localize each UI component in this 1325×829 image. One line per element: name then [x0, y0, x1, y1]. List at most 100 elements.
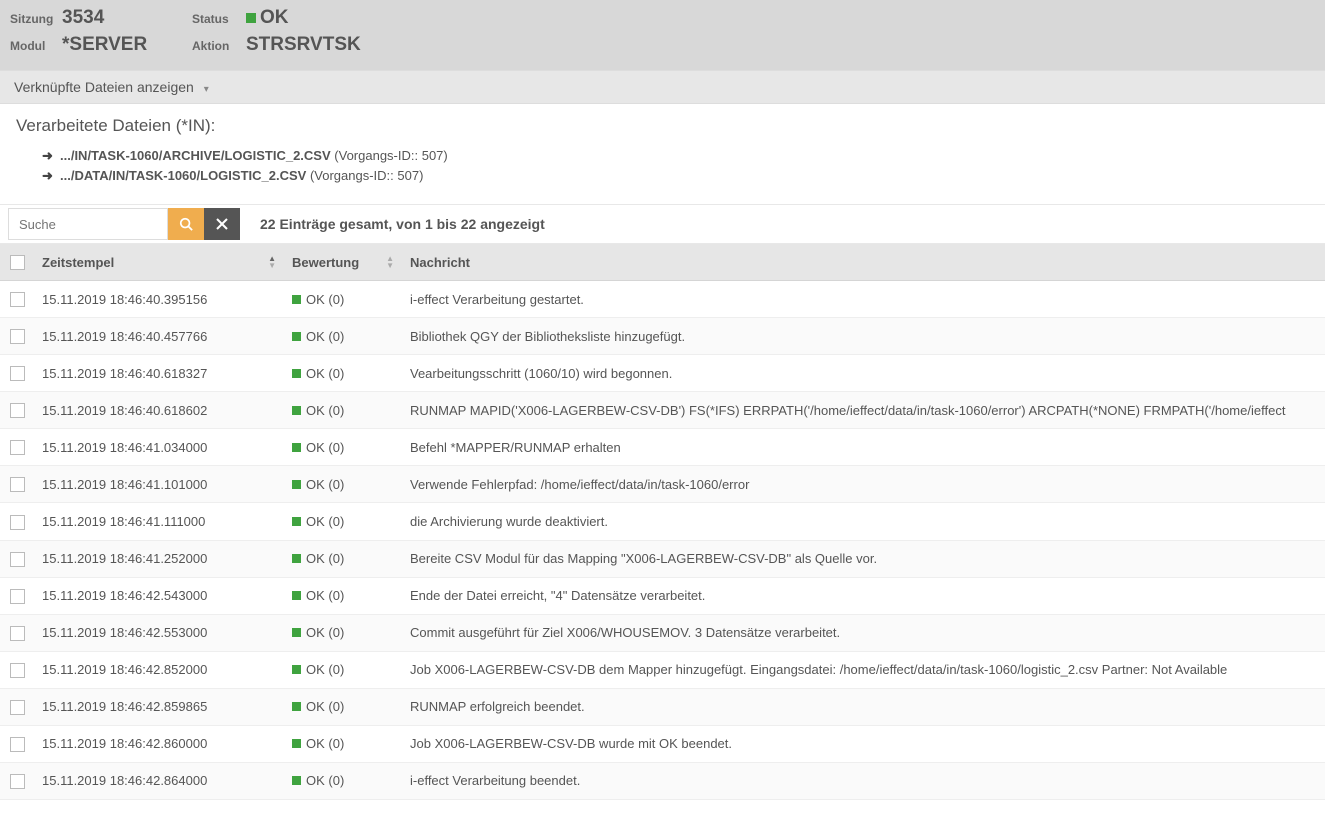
checkbox-icon	[10, 403, 25, 418]
search-input[interactable]	[8, 208, 168, 240]
clear-search-button[interactable]	[204, 208, 240, 240]
chevron-down-icon: ▾	[204, 84, 209, 95]
file-path: .../DATA/IN/TASK-1060/LOGISTIC_2.CSV	[60, 168, 306, 183]
table-row[interactable]: 15.11.2019 18:46:42.553000OK (0)Commit a…	[0, 614, 1325, 651]
status-ok-icon	[292, 702, 301, 711]
row-checkbox[interactable]	[0, 392, 34, 429]
file-meta: (Vorgangs-ID:: 507)	[334, 148, 447, 163]
row-checkbox[interactable]	[0, 281, 34, 318]
close-icon	[216, 218, 228, 230]
table-row[interactable]: 15.11.2019 18:46:41.252000OK (0)Bereite …	[0, 540, 1325, 577]
cell-timestamp: 15.11.2019 18:46:42.859865	[34, 688, 284, 725]
row-checkbox[interactable]	[0, 429, 34, 466]
cell-rating: OK (0)	[284, 429, 402, 466]
modul-label: Modul	[10, 33, 62, 53]
cell-rating: OK (0)	[284, 540, 402, 577]
checkbox-icon	[10, 626, 25, 641]
table-row[interactable]: 15.11.2019 18:46:42.859865OK (0)RUNMAP e…	[0, 688, 1325, 725]
table-row[interactable]: 15.11.2019 18:46:42.860000OK (0)Job X006…	[0, 725, 1325, 762]
table-row[interactable]: 15.11.2019 18:46:40.395156OK (0)i-effect…	[0, 281, 1325, 318]
status-ok-icon	[292, 480, 301, 489]
col-timestamp[interactable]: Zeitstempel ▲▼	[34, 244, 284, 281]
row-checkbox[interactable]	[0, 466, 34, 503]
checkbox-icon	[10, 737, 25, 752]
status-ok-icon	[292, 739, 301, 748]
file-item[interactable]: ➜.../IN/TASK-1060/ARCHIVE/LOGISTIC_2.CSV…	[16, 146, 1309, 166]
table-row[interactable]: 15.11.2019 18:46:40.618327OK (0)Vearbeit…	[0, 355, 1325, 392]
col-message[interactable]: Nachricht	[402, 244, 1325, 281]
cell-message: Befehl *MAPPER/RUNMAP erhalten	[402, 429, 1325, 466]
table-row[interactable]: 15.11.2019 18:46:42.543000OK (0)Ende der…	[0, 577, 1325, 614]
sitzung-value: 3534	[62, 7, 192, 29]
cell-rating: OK (0)	[284, 392, 402, 429]
status-ok-icon	[292, 554, 301, 563]
row-checkbox[interactable]	[0, 540, 34, 577]
checkbox-icon	[10, 700, 25, 715]
status-ok-icon	[292, 665, 301, 674]
row-checkbox[interactable]	[0, 577, 34, 614]
table-row[interactable]: 15.11.2019 18:46:42.852000OK (0)Job X006…	[0, 651, 1325, 688]
select-all-header[interactable]	[0, 244, 34, 281]
cell-rating: OK (0)	[284, 281, 402, 318]
status-ok-icon	[292, 776, 301, 785]
table-row[interactable]: 15.11.2019 18:46:41.101000OK (0)Verwende…	[0, 466, 1325, 503]
table-row[interactable]: 15.11.2019 18:46:41.034000OK (0)Befehl *…	[0, 429, 1325, 466]
row-checkbox[interactable]	[0, 725, 34, 762]
status-value: OK	[246, 7, 376, 29]
cell-timestamp: 15.11.2019 18:46:41.101000	[34, 466, 284, 503]
status-ok-icon	[246, 13, 256, 23]
cell-message: Bereite CSV Modul für das Mapping "X006-…	[402, 540, 1325, 577]
cell-message: i-effect Verarbeitung beendet.	[402, 762, 1325, 799]
table-row[interactable]: 15.11.2019 18:46:42.864000OK (0)i-effect…	[0, 762, 1325, 799]
search-icon	[179, 217, 193, 231]
row-checkbox[interactable]	[0, 614, 34, 651]
status-label: Status	[192, 6, 246, 26]
col-rating[interactable]: Bewertung ▲▼	[284, 244, 402, 281]
cell-timestamp: 15.11.2019 18:46:40.395156	[34, 281, 284, 318]
checkbox-icon	[10, 292, 25, 307]
cell-timestamp: 15.11.2019 18:46:40.618602	[34, 392, 284, 429]
aktion-value: STRSRVTSK	[246, 34, 361, 56]
cell-rating: OK (0)	[284, 503, 402, 540]
linked-files-toggle[interactable]: Verknüpfte Dateien anzeigen ▾	[0, 70, 1325, 104]
cell-rating: OK (0)	[284, 688, 402, 725]
cell-timestamp: 15.11.2019 18:46:40.618327	[34, 355, 284, 392]
row-checkbox[interactable]	[0, 762, 34, 799]
row-checkbox[interactable]	[0, 503, 34, 540]
row-checkbox[interactable]	[0, 318, 34, 355]
table-row[interactable]: 15.11.2019 18:46:40.618602OK (0)RUNMAP M…	[0, 392, 1325, 429]
session-header: Sitzung 3534 Status OK Modul *SERVER Akt…	[0, 0, 1325, 70]
cell-message: RUNMAP erfolgreich beendet.	[402, 688, 1325, 725]
cell-rating: OK (0)	[284, 614, 402, 651]
cell-rating: OK (0)	[284, 355, 402, 392]
log-table: Zeitstempel ▲▼ Bewertung ▲▼ Nachricht 15…	[0, 244, 1325, 800]
cell-timestamp: 15.11.2019 18:46:41.111000	[34, 503, 284, 540]
checkbox-icon	[10, 329, 25, 344]
status-ok-icon	[292, 295, 301, 304]
entries-summary: 22 Einträge gesamt, von 1 bis 22 angezei…	[260, 216, 545, 232]
cell-message: Job X006-LAGERBEW-CSV-DB wurde mit OK be…	[402, 725, 1325, 762]
table-row[interactable]: 15.11.2019 18:46:40.457766OK (0)Biblioth…	[0, 318, 1325, 355]
row-checkbox[interactable]	[0, 688, 34, 725]
status-ok-icon	[292, 628, 301, 637]
processed-files-section: Verarbeitete Dateien (*IN): ➜.../IN/TASK…	[0, 104, 1325, 204]
table-row[interactable]: 15.11.2019 18:46:41.111000OK (0)die Arch…	[0, 503, 1325, 540]
cell-message: RUNMAP MAPID('X006-LAGERBEW-CSV-DB') FS(…	[402, 392, 1325, 429]
status-text: OK	[260, 7, 289, 28]
search-button[interactable]	[168, 208, 204, 240]
row-checkbox[interactable]	[0, 651, 34, 688]
cell-rating: OK (0)	[284, 651, 402, 688]
row-checkbox[interactable]	[0, 355, 34, 392]
file-item[interactable]: ➜.../DATA/IN/TASK-1060/LOGISTIC_2.CSV (V…	[16, 166, 1309, 186]
cell-rating: OK (0)	[284, 577, 402, 614]
file-path: .../IN/TASK-1060/ARCHIVE/LOGISTIC_2.CSV	[60, 148, 331, 163]
checkbox-icon	[10, 774, 25, 789]
col-message-label: Nachricht	[410, 255, 470, 270]
aktion-label: Aktion	[192, 33, 246, 53]
cell-timestamp: 15.11.2019 18:46:41.034000	[34, 429, 284, 466]
cell-message: Verwende Fehlerpfad: /home/ieffect/data/…	[402, 466, 1325, 503]
cell-timestamp: 15.11.2019 18:46:42.860000	[34, 725, 284, 762]
checkbox-icon	[10, 552, 25, 567]
search-toolbar: 22 Einträge gesamt, von 1 bis 22 angezei…	[0, 204, 1325, 244]
col-rating-label: Bewertung	[292, 255, 359, 270]
